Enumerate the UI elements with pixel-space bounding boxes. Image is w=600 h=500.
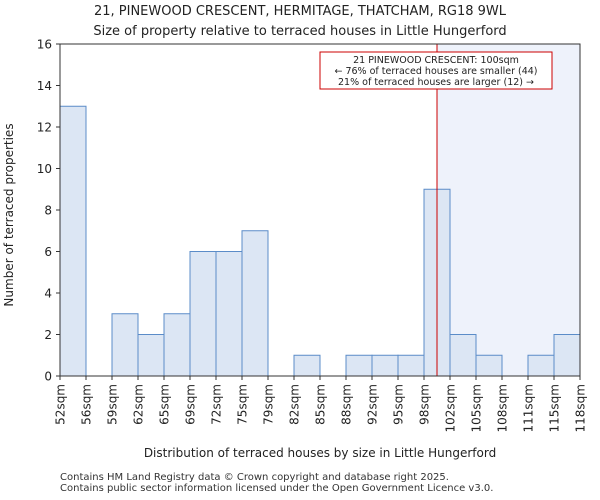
bar-65sqm: [163, 313, 191, 377]
footer-line-2: Contains public sector information licen…: [60, 483, 494, 494]
bar-102sqm: [449, 334, 477, 377]
annotation-box: [319, 51, 553, 90]
y-ticks-group: 0 2 4 6 8 10 12 14 16: [37, 38, 60, 384]
x-tick-label-65sqm: 65sqm: [158, 384, 172, 425]
bar-59sqm: [111, 313, 139, 377]
x-tick-label-105sqm: 105sqm: [470, 384, 484, 432]
x-ticks-group: 52sqm 56sqm 59sqm 62sqm 65sqm 69sqm 72sqm 75sqm…: [54, 376, 588, 432]
x-tick-label-69sqm: 69sqm: [184, 384, 198, 425]
footer: Contains HM Land Registry data © Crown c…: [60, 472, 493, 494]
y-tick-label-16: 16: [37, 38, 52, 52]
bar-75sqm: [241, 230, 269, 377]
chart-title-block: 21, PINEWOOD CRESCENT, HERMITAGE, THATCH…: [0, 2, 600, 42]
x-tick-label-115sqm: 115sqm: [548, 384, 562, 432]
bar-69sqm: [189, 251, 217, 377]
y-tick-label-2: 2: [44, 328, 52, 342]
x-tick-label-111sqm: 111sqm: [522, 384, 536, 432]
x-tick-label-95sqm: 95sqm: [392, 384, 406, 425]
annotation-line-1: 21 PINEWOOD CRESCENT: 100sqm: [353, 55, 519, 66]
y-tick-label-8: 8: [44, 204, 52, 218]
y-tick-label-0: 0: [44, 370, 52, 384]
x-tick-label-79sqm: 79sqm: [262, 384, 276, 425]
bar-92sqm: [371, 354, 399, 377]
x-tick-label-56sqm: 56sqm: [80, 384, 94, 425]
bar-115sqm: [553, 334, 581, 377]
y-tick-label-10: 10: [37, 162, 52, 176]
chart-subtitle: Size of property relative to terraced ho…: [93, 24, 507, 39]
bar-105sqm: [475, 354, 503, 377]
larger-properties-region: [437, 44, 580, 376]
chart-title: 21, PINEWOOD CRESCENT, HERMITAGE, THATCH…: [93, 4, 507, 19]
x-tick-label-92sqm: 92sqm: [366, 384, 380, 425]
x-tick-label-85sqm: 85sqm: [314, 384, 328, 425]
x-tick-label-102sqm: 102sqm: [444, 384, 458, 432]
bar-95sqm: [397, 354, 425, 377]
marker-annotation: 21 PINEWOOD CRESCENT: 100sqm← 76% of ter…: [319, 51, 553, 90]
x-tick-label-59sqm: 59sqm: [106, 384, 120, 425]
bar-82sqm: [293, 354, 321, 377]
y-tick-label-14: 14: [37, 79, 52, 93]
annotation-line-2: ← 76% of terraced houses are smaller (44…: [334, 66, 537, 77]
y-tick-label-6: 6: [44, 245, 52, 259]
y-axis-label: Number of terraced properties: [2, 123, 16, 306]
bar-72sqm: [215, 251, 243, 377]
bar-52sqm: [59, 105, 87, 377]
x-tick-label-108sqm: 108sqm: [496, 384, 510, 432]
bar-88sqm: [345, 354, 373, 377]
x-tick-label-98sqm: 98sqm: [418, 384, 432, 425]
x-tick-label-75sqm: 75sqm: [236, 384, 250, 425]
x-tick-label-62sqm: 62sqm: [132, 384, 146, 425]
x-tick-label-72sqm: 72sqm: [210, 384, 224, 425]
footer-line-1: Contains HM Land Registry data © Crown c…: [60, 472, 449, 483]
x-axis-label: Distribution of terraced houses by size …: [144, 446, 496, 460]
x-tick-label-52sqm: 52sqm: [54, 384, 68, 425]
x-tick-label-82sqm: 82sqm: [288, 384, 302, 425]
bar-111sqm: [527, 354, 555, 377]
bar-62sqm: [137, 334, 165, 377]
annotation-line-3: 21% of terraced houses are larger (12) →: [338, 77, 534, 88]
x-tick-label-88sqm: 88sqm: [340, 384, 354, 425]
y-tick-label-4: 4: [44, 287, 52, 301]
y-tick-label-12: 12: [37, 121, 52, 135]
x-tick-label-118sqm: 118sqm: [574, 384, 588, 432]
